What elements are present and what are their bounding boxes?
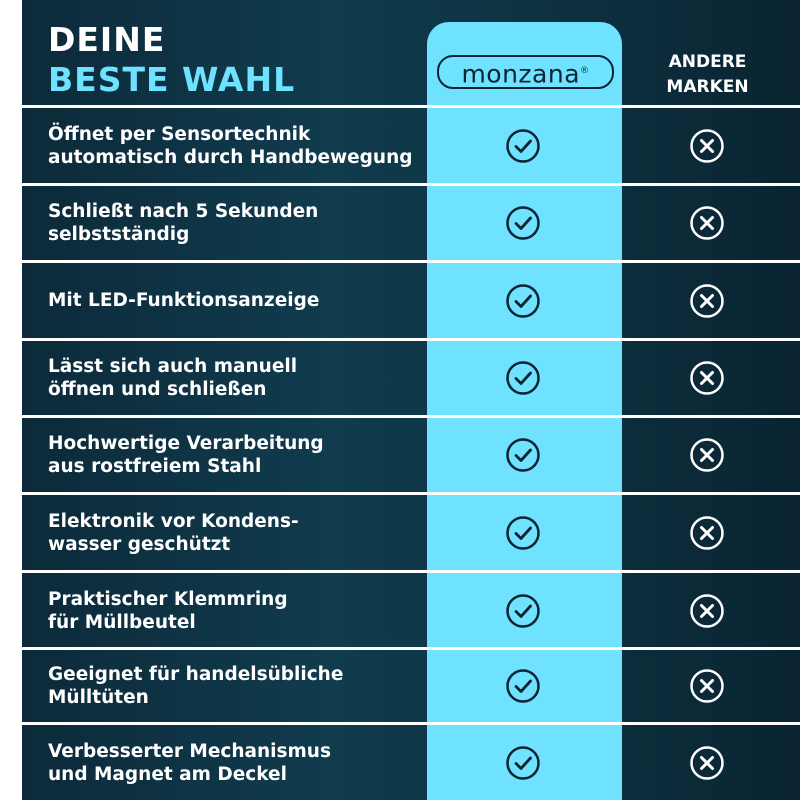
row-bg (22, 725, 800, 800)
cross-icon (690, 669, 724, 703)
row-separator (22, 260, 800, 263)
feature-line: Mülltüten (48, 687, 149, 708)
feature-line: Verbesserter Mechanismus (48, 740, 331, 762)
brand-logo: monzana® (437, 55, 614, 89)
feature-line: aus rostfreiem Stahl (48, 456, 262, 477)
check-icon (506, 283, 540, 318)
title-line: DEINE (48, 20, 166, 59)
feature-line: und Magnet am Deckel (48, 763, 287, 785)
cross-icon (690, 593, 724, 628)
feature-line: öffnen und schließen (48, 379, 267, 400)
feature: Öffnet per Sensortechnik automatisch durc… (48, 123, 413, 169)
feature-line: Mit LED-Funktionsanzeige (48, 290, 320, 311)
brand-name: monzana (461, 59, 581, 89)
row-bg (22, 573, 800, 648)
check-icon (506, 128, 540, 163)
check-icon (506, 515, 540, 550)
other-line: MARKEN (666, 77, 749, 97)
feature-line: Lässt sich auch manuell (48, 356, 298, 377)
row-bg (22, 418, 800, 492)
feature-line: Elektronik vor Kondens- (48, 510, 299, 532)
row-separator (22, 647, 800, 650)
feature-line: wasser geschützt (48, 533, 231, 555)
check-icon (506, 593, 540, 628)
feature-line: automatisch durch Handbewegung (48, 146, 413, 168)
row-bg (22, 650, 800, 722)
check-icon (506, 669, 540, 703)
feature: Mit LED-Funktionsanzeige (48, 289, 319, 312)
feature-line: für Müllbeutel (48, 611, 196, 633)
check-icon (506, 745, 540, 780)
brand-mark: ® (580, 66, 590, 76)
row-separator (22, 415, 800, 418)
feature-line: Geeignet für handelsübliche (48, 664, 344, 685)
feature-line: Öffnet per Sensortechnik (48, 123, 311, 145)
row-separator (22, 183, 800, 186)
cross-icon (690, 515, 724, 550)
row-separator (22, 570, 800, 573)
feature: Hochwertige Verarbeitung aus rostfreiem S… (48, 432, 324, 478)
feature: Elektronik vor Kondens-wasser geschützt (48, 510, 299, 556)
feature: Lässt sich auch manuell öffnen und schlie… (48, 355, 297, 401)
feature: Geeignet für handelsübliche Mülltüten (48, 663, 343, 709)
cross-icon (690, 438, 724, 472)
feature: Verbesserter Mechanismus und Magnet am De… (48, 740, 331, 786)
row-separator (22, 105, 800, 108)
row-bg (22, 495, 800, 570)
cross-icon (690, 128, 724, 163)
feature: Praktischer Klemmring für Müllbeutel (48, 588, 288, 634)
feature-line: Hochwertige Verarbeitung (48, 433, 324, 454)
cross-icon (690, 283, 724, 318)
row-separator (22, 338, 800, 341)
other-line: ANDERE (668, 52, 747, 72)
row-bg (22, 108, 800, 183)
row-bg (22, 186, 800, 260)
cross-icon (690, 745, 724, 780)
feature-line: Praktischer Klemmring (48, 588, 288, 610)
row-bg (22, 341, 800, 415)
other-brands: ANDERE MARKEN (640, 50, 775, 100)
title-line: BESTE WAHL (48, 60, 296, 99)
row-bg (22, 263, 800, 338)
row-separator (22, 492, 800, 495)
feature-line: Schließt nach 5 Sekunden (48, 201, 319, 222)
check-icon (506, 206, 540, 240)
feature-line: selbstständig (48, 224, 190, 245)
cross-icon (690, 206, 724, 240)
check-icon (506, 361, 540, 395)
header-bg (22, 0, 800, 106)
row-separator (22, 722, 800, 725)
cross-icon (690, 361, 724, 395)
feature: Schließt nach 5 Sekunden selbstständig (48, 200, 318, 246)
check-icon (506, 438, 540, 472)
